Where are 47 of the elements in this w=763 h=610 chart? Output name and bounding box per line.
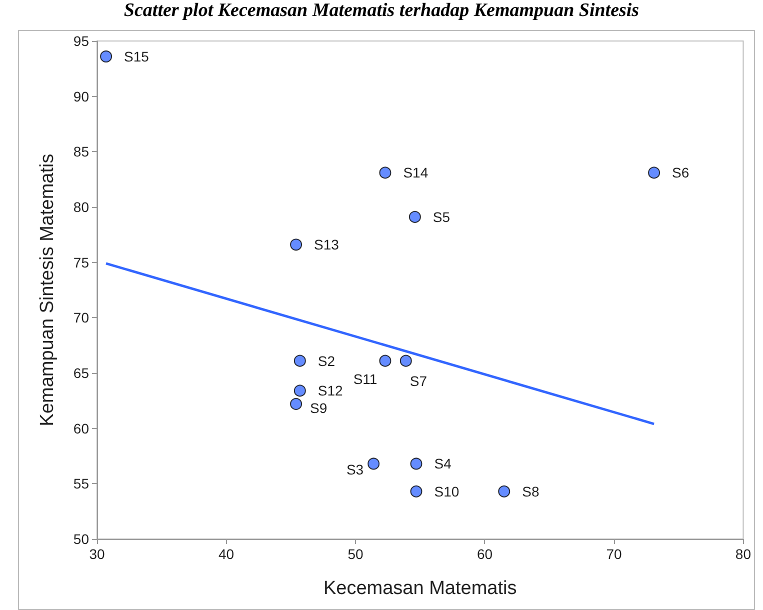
y-tick-label: 50: [73, 531, 90, 547]
point: [100, 50, 112, 62]
x-tick-label: 40: [218, 546, 234, 562]
point: [410, 485, 422, 498]
y-tick-label: 65: [73, 365, 90, 381]
point: [379, 166, 392, 179]
annotation: S4: [434, 456, 452, 472]
y-tick-label: 55: [73, 476, 90, 492]
y-tick-label: 60: [73, 420, 90, 436]
annotation: S9: [310, 400, 328, 416]
x-tick-label: 50: [348, 546, 364, 562]
y-axis-title: Kemampuan Sintesis Matematis: [37, 154, 58, 426]
x-axis-title: Kecemasan Matematis: [323, 578, 517, 599]
annotation: S11: [353, 370, 378, 387]
x-tick-label: 30: [89, 546, 105, 562]
point: [368, 458, 380, 470]
point: [498, 485, 510, 498]
x-tick-label: 80: [735, 546, 752, 562]
annotation: S10: [434, 483, 460, 500]
annotation: S15: [124, 48, 150, 64]
point: [408, 210, 421, 223]
annotation: S6: [672, 164, 690, 181]
annotation: S2: [318, 352, 336, 369]
point: [294, 354, 306, 367]
x-tick-label: 60: [476, 546, 493, 562]
point: [379, 354, 392, 367]
y-tick-label: 90: [73, 88, 90, 104]
point: [400, 354, 412, 367]
annotation: S7: [410, 372, 428, 389]
point: [294, 384, 306, 397]
annotation: S13: [314, 236, 340, 253]
annotation: S12: [318, 382, 344, 399]
y-tick-label: 70: [73, 310, 90, 326]
y-tick-label: 95: [73, 33, 90, 49]
annotation: S8: [522, 483, 540, 500]
y-tick-label: 80: [73, 199, 90, 215]
annotation: S14: [403, 164, 428, 181]
point: [290, 398, 302, 410]
annotation: S3: [346, 462, 364, 478]
y-tick-label: 85: [73, 144, 90, 160]
chart-title: Scatter plot Kecemasan Matematis terhadap Kemampuan Sintesis: [122, 0, 640, 22]
point: [290, 238, 302, 251]
x-tick-label: 70: [606, 546, 622, 562]
point: [648, 166, 660, 179]
point: [410, 458, 422, 470]
annotation: S5: [432, 208, 450, 225]
y-tick-label: 75: [73, 254, 90, 270]
